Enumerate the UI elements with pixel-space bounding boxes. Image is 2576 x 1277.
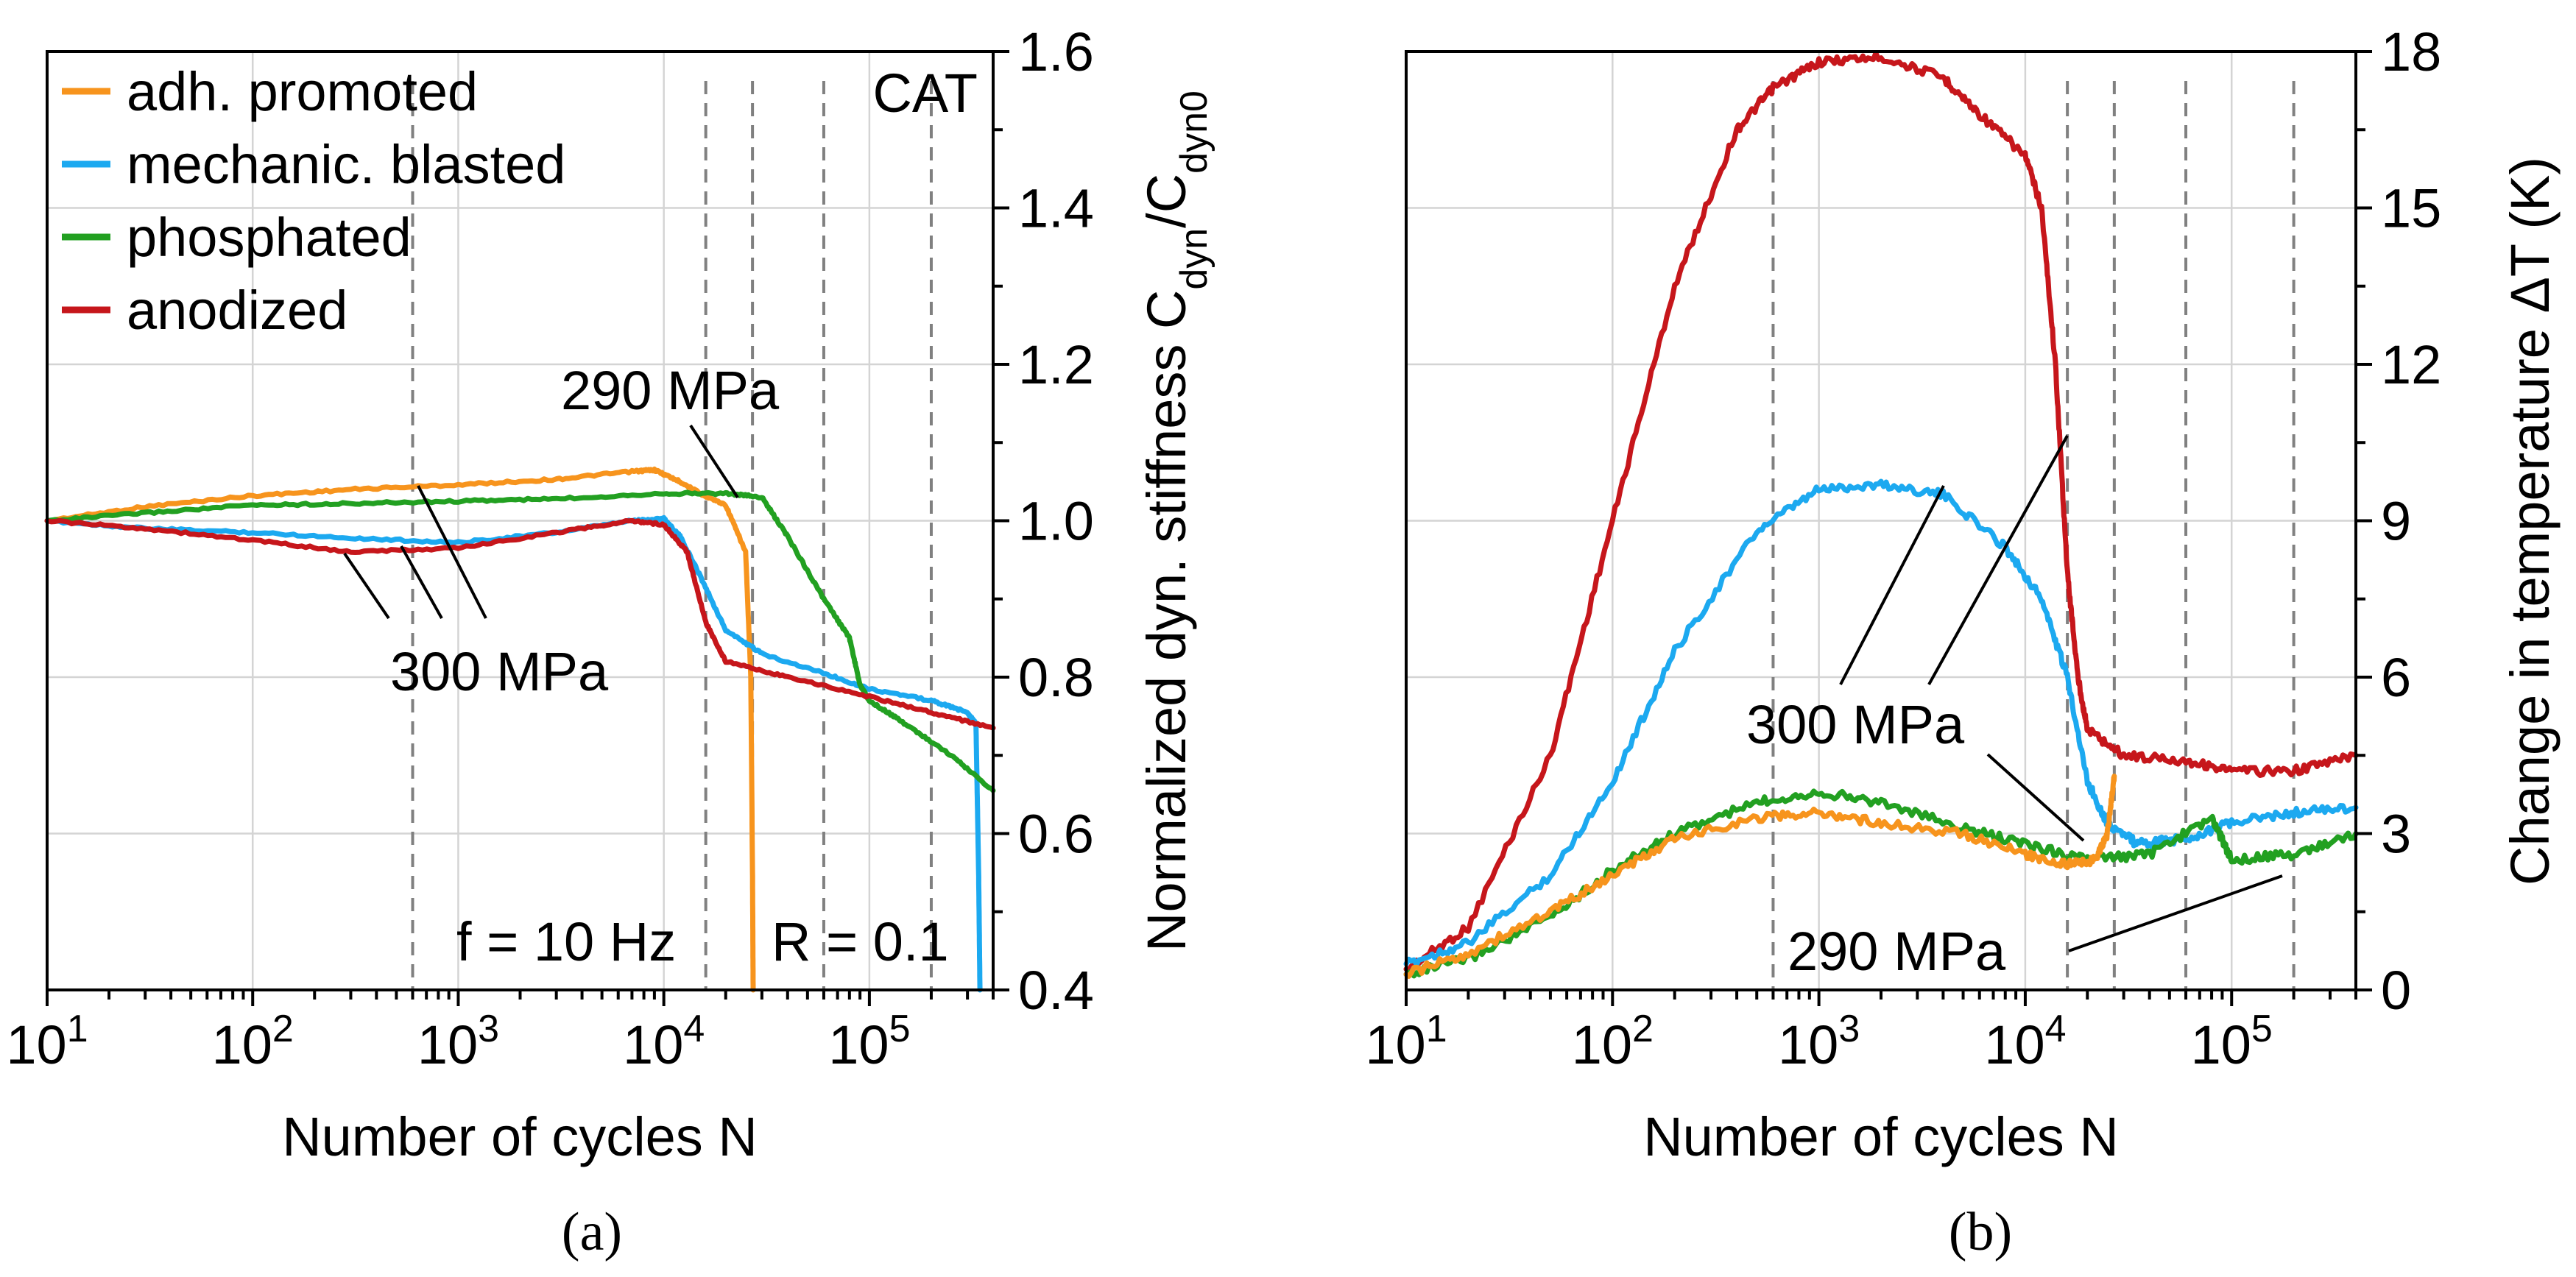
annotation-290-mpa-a: 290 MPa — [561, 360, 780, 421]
y-axis-label-b: Change in temperature ΔT (K) — [2499, 157, 2561, 885]
b-y-tick-label-15: 15 — [2381, 178, 2441, 239]
b-y-tick-label-6: 6 — [2381, 647, 2411, 708]
b-x-tick-label-100000: 105 — [2191, 1008, 2273, 1075]
y-axis-label-a: Normalized dyn. stiffness Cdyn/Cdyn0 — [1136, 91, 1215, 952]
b-x-tick-label-10: 101 — [1365, 1008, 1447, 1075]
b-series-anodized — [1403, 50, 2359, 972]
a-y-tick-label-0-6: 0.6 — [1018, 804, 1094, 865]
x-axis-label-a: Number of cycles N — [282, 1106, 758, 1167]
annotation-300-mpa-b: 300 MPa — [1746, 694, 1965, 755]
a-series-phosphated — [44, 489, 996, 793]
a-y-tick-label-1-0: 1.0 — [1018, 491, 1094, 552]
b-series-adh-promoted — [1403, 774, 2117, 979]
panel-a: 101 102 103 104 105 0.4 0.6 0.8 1.0 1.2 1.4 1.6 ad… — [6, 21, 1215, 1262]
a-y-tick-label-1-4: 1.4 — [1018, 178, 1094, 239]
a-x-tick-label-10: 101 — [6, 1008, 88, 1075]
pointer-300-a-1 — [343, 552, 390, 620]
a-x-tick-label-10000: 104 — [623, 1008, 705, 1075]
a-x-tick-label-1000: 103 — [417, 1008, 499, 1075]
x-ticks-b: 101 102 103 104 105 — [1365, 990, 2357, 1075]
annotation-300-mpa-a: 300 MPa — [390, 641, 609, 702]
pointer-300-b-3 — [1986, 753, 2085, 842]
pointer-300-b-1 — [1839, 485, 1945, 685]
pointer-290-a — [689, 424, 739, 499]
condition-ratio: R = 0.1 — [772, 911, 949, 972]
a-y-tick-label-0-8: 0.8 — [1018, 647, 1094, 708]
b-y-tick-label-12: 12 — [2381, 334, 2441, 395]
a-series-adh-promoted — [44, 466, 756, 993]
a-x-tick-label-100000: 105 — [828, 1008, 910, 1075]
b-y-tick-label-0: 0 — [2381, 960, 2411, 1021]
pointer-290-b — [2068, 874, 2283, 952]
b-y-tick-label-3: 3 — [2381, 804, 2411, 865]
pointer-300-a-3 — [417, 485, 487, 619]
a-series-mechanic-blasted — [44, 514, 983, 993]
b-x-tick-label-100: 102 — [1572, 1008, 1654, 1075]
grid-a — [47, 52, 993, 990]
legend-label-phosphated: phosphated — [127, 207, 412, 268]
series-group-a — [44, 466, 996, 993]
legend-label-adh-promoted: adh. promoted — [127, 61, 478, 122]
x-axis-label-b: Number of cycles N — [1643, 1106, 2119, 1167]
pointer-300-a-2 — [400, 545, 443, 619]
a-y-tick-label-1-2: 1.2 — [1018, 334, 1094, 395]
pointer-300-b-2 — [1927, 435, 2069, 685]
a-y-tick-label-0-4: 0.4 — [1018, 960, 1094, 1021]
b-x-tick-label-10000: 104 — [1984, 1008, 2066, 1075]
a-series-anodized — [44, 517, 996, 731]
series-group-b — [1403, 50, 2359, 979]
b-y-tick-label-9: 9 — [2381, 491, 2411, 552]
a-y-tick-label-1-6: 1.6 — [1018, 21, 1094, 82]
condition-frequency: f = 10 Hz — [456, 911, 676, 972]
grid-b — [1406, 52, 2356, 990]
corner-label-cat: CAT — [872, 63, 978, 124]
panel-label-a: (a) — [562, 1202, 622, 1262]
b-y-tick-label-18: 18 — [2381, 21, 2441, 82]
panel-label-b: (b) — [1949, 1202, 2012, 1262]
panel-b: 101 102 103 104 105 0 3 6 9 12 15 18 300 MPa 290 M… — [1365, 21, 2561, 1262]
x-ticks-a: 101 102 103 104 105 — [6, 990, 995, 1075]
b-x-tick-label-1000: 103 — [1778, 1008, 1860, 1075]
legend-label-anodized: anodized — [127, 280, 347, 341]
annotation-290-mpa-b: 290 MPa — [1788, 921, 2006, 982]
y-ticks-b: 0 3 6 9 12 15 18 — [2356, 21, 2441, 1021]
y-ticks-a: 0.4 0.6 0.8 1.0 1.2 1.4 1.6 — [993, 21, 1094, 1021]
legend-label-mechanic-blasted: mechanic. blasted — [127, 134, 565, 195]
a-x-tick-label-100: 102 — [212, 1008, 294, 1075]
legend: adh. promoted mechanic. blasted phosphated… — [62, 61, 565, 341]
